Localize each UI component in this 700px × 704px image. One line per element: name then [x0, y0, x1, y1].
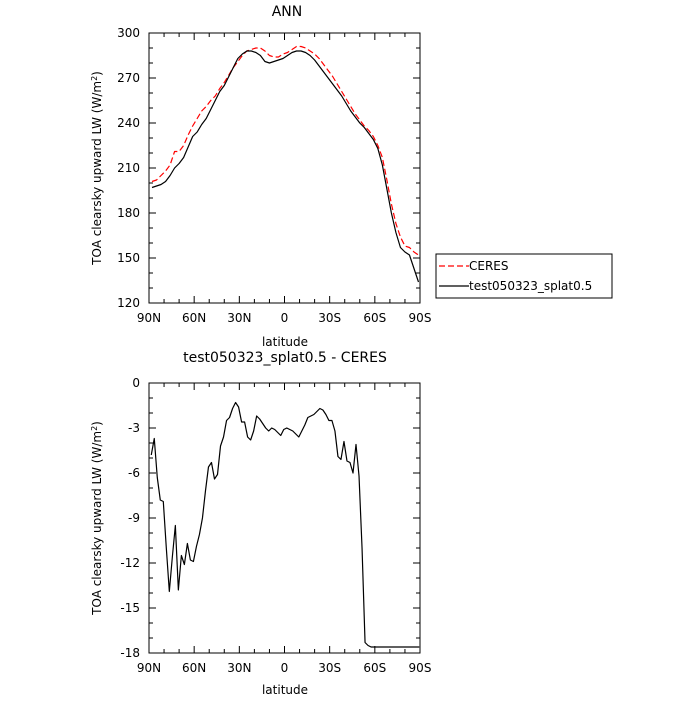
bottom-panel: test050323_splat0.5 - CERES 90N 60N 30N 0 30… — [90, 350, 432, 697]
y-tick-label: 240 — [117, 116, 140, 130]
series-line-test050323-splat0-5 — [151, 50, 420, 283]
legend-label-test: test050323_splat0.5 — [469, 279, 592, 293]
series-line-difference-0 — [150, 401, 420, 648]
legend: CERES test050323_splat0.5 — [435, 253, 613, 299]
x-tick-label: 60N — [182, 311, 206, 325]
x-tick-label: 30S — [318, 311, 341, 325]
x-tick-label: 90N — [137, 661, 161, 675]
legend-label-ceres: CERES — [469, 259, 509, 273]
top-title: ANN — [272, 4, 303, 20]
y-tick-label: -3 — [128, 421, 140, 435]
y-tick-label: 300 — [117, 26, 140, 40]
bottom-plot-frame — [148, 382, 421, 654]
x-tick-label: 90S — [409, 311, 432, 325]
bottom-title: test050323_splat0.5 - CERES — [183, 350, 387, 366]
x-tick-label: 60N — [182, 661, 206, 675]
y-tick-label: -18 — [120, 646, 140, 660]
x-tick-label: 0 — [281, 661, 289, 675]
y-tick-label: -15 — [120, 601, 140, 615]
y-tick-label: 180 — [117, 206, 140, 220]
top-panel: ANN 90N 60N 30N 0 30S 60S 90S 120 150 180 210 240 2… — [90, 4, 613, 349]
y-tick-label: 120 — [117, 296, 140, 310]
x-tick-label: 30N — [227, 311, 251, 325]
y-tick-label: -9 — [128, 511, 140, 525]
y-tick-label: -6 — [128, 466, 140, 480]
x-tick-label: 30S — [318, 661, 341, 675]
top-xlabel: latitude — [262, 335, 308, 349]
bottom-xlabel: latitude — [262, 683, 308, 697]
top-ylabel: TOA clearsky upward LW (W/m2) — [90, 71, 105, 266]
x-tick-label: 0 — [281, 311, 289, 325]
y-tick-label: 150 — [117, 251, 140, 265]
y-tick-label: 210 — [117, 161, 140, 175]
y-tick-label: 0 — [132, 376, 140, 390]
top-plot-frame — [148, 32, 421, 304]
legend-box — [435, 253, 613, 299]
x-tick-label: 30N — [227, 661, 251, 675]
x-tick-label: 60S — [363, 311, 386, 325]
x-tick-label: 60S — [363, 661, 386, 675]
y-tick-label: -12 — [120, 556, 140, 570]
x-tick-label: 90S — [409, 661, 432, 675]
x-tick-label: 90N — [137, 311, 161, 325]
bottom-ylabel: TOA clearsky upward LW (W/m2) — [90, 421, 105, 616]
y-tick-label: 270 — [117, 71, 140, 85]
series-line-ceres — [151, 45, 419, 256]
